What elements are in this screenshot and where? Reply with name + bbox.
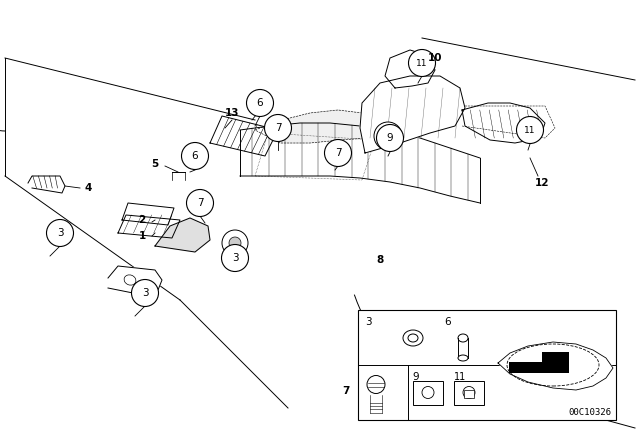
Text: 3: 3 [365,317,371,327]
Text: 1: 1 [138,231,146,241]
Text: 13: 13 [225,108,239,118]
Polygon shape [240,123,480,203]
Text: 11: 11 [524,125,536,134]
Circle shape [376,125,403,151]
Circle shape [229,237,241,249]
FancyBboxPatch shape [413,380,443,405]
Ellipse shape [458,334,468,342]
Circle shape [374,122,402,150]
Text: 6: 6 [257,98,263,108]
Text: 10: 10 [428,53,442,63]
Ellipse shape [124,275,136,285]
Polygon shape [108,266,162,296]
Polygon shape [210,116,278,156]
FancyBboxPatch shape [358,310,616,420]
Text: 3: 3 [141,288,148,298]
Polygon shape [462,103,545,143]
Polygon shape [498,342,613,390]
Text: 4: 4 [84,183,92,193]
Text: 7: 7 [196,198,204,208]
Text: 5: 5 [152,159,159,169]
Ellipse shape [403,330,423,346]
Circle shape [367,375,385,393]
Text: 12: 12 [535,178,549,188]
Circle shape [221,245,248,271]
Text: 3: 3 [232,253,238,263]
Circle shape [222,230,248,256]
Text: 00C10326: 00C10326 [568,408,611,417]
Text: 9: 9 [413,371,419,382]
FancyBboxPatch shape [464,389,474,397]
Polygon shape [155,218,210,252]
FancyBboxPatch shape [542,352,569,363]
Text: 2: 2 [138,215,146,225]
Text: 8: 8 [376,255,383,265]
Circle shape [422,387,434,399]
Polygon shape [255,110,380,143]
Circle shape [264,115,291,142]
Circle shape [246,90,273,116]
Ellipse shape [408,334,418,342]
Text: 6: 6 [192,151,198,161]
Text: 11: 11 [454,371,466,382]
Text: 11: 11 [416,59,428,68]
Circle shape [47,220,74,246]
Circle shape [324,139,351,167]
Circle shape [516,116,543,143]
Circle shape [186,190,214,216]
Polygon shape [360,76,465,153]
Circle shape [463,387,475,399]
FancyBboxPatch shape [454,380,484,405]
Text: 9: 9 [387,133,394,143]
Circle shape [408,49,435,77]
Polygon shape [28,176,65,193]
Circle shape [131,280,159,306]
Text: 3: 3 [57,228,63,238]
Ellipse shape [458,355,468,361]
Circle shape [182,142,209,169]
Text: 7: 7 [342,385,349,396]
Polygon shape [122,203,174,225]
Text: 7: 7 [335,148,341,158]
FancyBboxPatch shape [509,362,569,373]
Text: 7: 7 [275,123,282,133]
Polygon shape [385,50,435,88]
Circle shape [381,129,395,143]
Polygon shape [118,215,180,238]
Text: 6: 6 [445,317,451,327]
